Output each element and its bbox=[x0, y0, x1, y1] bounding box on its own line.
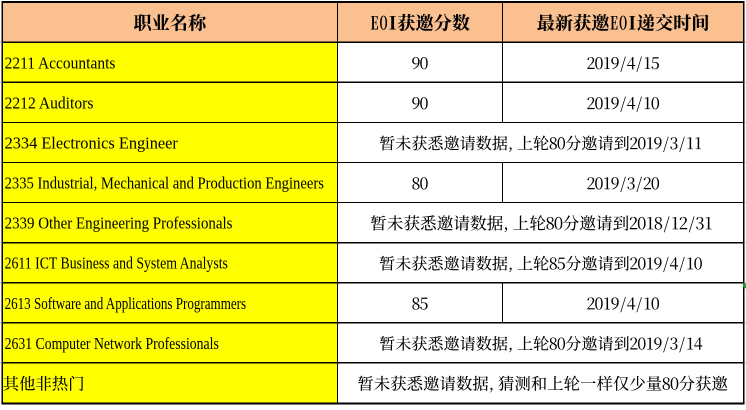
svg-text:2611 ICT Business and System A: 2611 ICT Business and System Analysts bbox=[5, 254, 229, 273]
svg-text:2334 Electronics Engineer: 2334 Electronics Engineer bbox=[5, 134, 178, 153]
svg-text:2335 Industrial, Mechanical an: 2335 Industrial, Mechanical and Producti… bbox=[5, 174, 325, 193]
svg-text:2212 Auditors: 2212 Auditors bbox=[5, 93, 94, 112]
svg-text:2613 Software and Applications: 2613 Software and Applications Programme… bbox=[5, 294, 247, 313]
svg-text:2631 Computer Network Professi: 2631 Computer Network Professionals bbox=[5, 334, 219, 353]
svg-text:2211 Accountants: 2211 Accountants bbox=[5, 53, 116, 72]
svg-text:2339 Other Engineering Profess: 2339 Other Engineering Professionals bbox=[5, 214, 233, 233]
